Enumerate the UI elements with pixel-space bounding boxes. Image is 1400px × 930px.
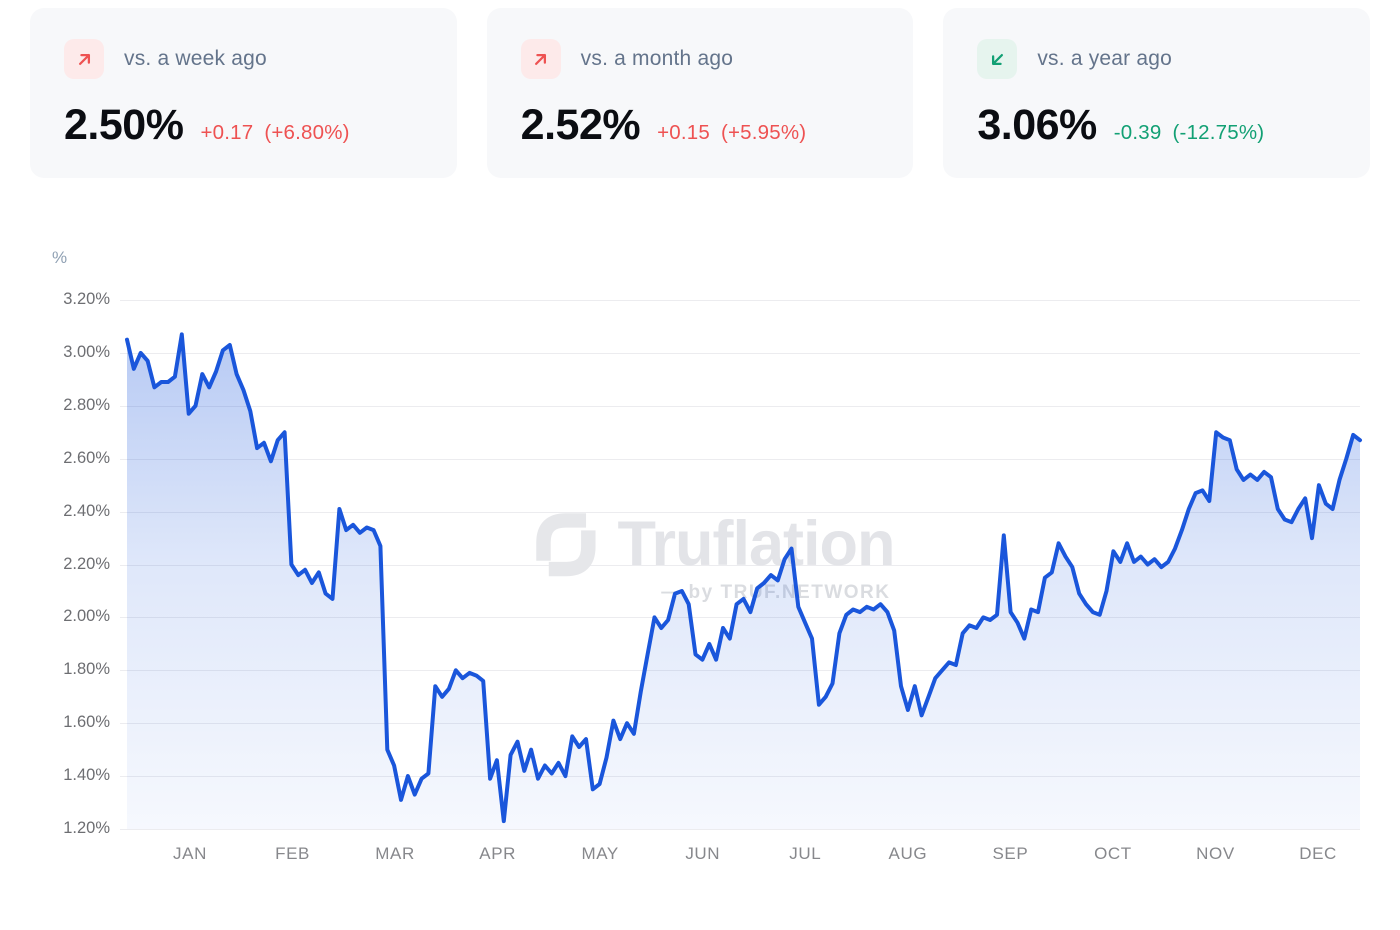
stat-card-delta: -0.39 [1113, 121, 1162, 144]
stat-card-value: 2.50% [64, 101, 184, 149]
x-axis-month-label: DEC [1299, 844, 1337, 863]
stat-card-value: 3.06% [977, 101, 1097, 149]
x-axis-month-label: JUN [685, 844, 721, 863]
truflation-logo-icon [528, 506, 604, 582]
y-axis-tick-label: 1.60% [63, 713, 110, 732]
y-axis-tick-label: 2.40% [63, 501, 110, 520]
stat-card-label: vs. a week ago [124, 47, 267, 70]
stat-card-delta: +0.15 [657, 121, 710, 144]
y-axis-tick-label: 3.20% [63, 290, 110, 308]
y-axis-tick-label: 2.60% [63, 448, 110, 467]
truflation-watermark: Truflation — by TRUF.NETWORK [528, 506, 896, 604]
stat-card-delta-pct: (+6.80%) [264, 121, 350, 144]
x-axis-month-label: AUG [888, 844, 928, 863]
y-axis-tick-label: 2.20% [63, 554, 110, 573]
x-axis-month-label: MAR [375, 844, 415, 863]
y-axis-tick-label: 2.00% [63, 607, 110, 626]
x-axis-month-label: MAY [581, 844, 619, 863]
x-axis-month-label: JAN [173, 844, 207, 863]
y-axis-tick-label: 1.20% [63, 819, 110, 837]
x-axis-month-label: NOV [1196, 844, 1235, 863]
trend-up-right-icon [520, 39, 561, 79]
x-axis-month-label: APR [479, 844, 517, 863]
chart-plot-area[interactable] [0, 240, 1400, 930]
stat-card-year: vs. a year ago 3.06% -0.39 (-12.75%) [943, 8, 1371, 178]
stat-card-week: vs. a week ago 2.50% +0.17 (+6.80%) [30, 8, 457, 178]
stat-card-delta: +0.17 [200, 121, 254, 144]
stat-card-label: vs. a year ago [1037, 47, 1173, 70]
x-axis-month-label: SEP [992, 844, 1029, 863]
y-axis-tick-label: 2.80% [63, 395, 110, 414]
x-axis-month-label: JUL [789, 844, 822, 863]
y-axis-tick-label: 1.80% [63, 660, 110, 679]
stat-cards-row: vs. a week ago 2.50% +0.17 (+6.80%) vs. … [0, 0, 1400, 178]
stat-card-delta-pct: (+5.95%) [720, 121, 807, 144]
stat-card-label: vs. a month ago [580, 47, 734, 70]
x-axis-month-label: FEB [275, 844, 310, 863]
trend-up-right-icon [64, 39, 104, 79]
stat-card-value: 2.52% [520, 101, 641, 149]
inflation-index-chart: % Truflation — by TRUF.NETWORK 3.20%3. [0, 240, 1400, 930]
stat-card-month: vs. a month ago 2.52% +0.15 (+5.95%) [486, 8, 914, 178]
watermark-brand-text: Truflation [617, 509, 896, 579]
stat-card-delta-pct: (-12.75%) [1172, 121, 1265, 144]
y-axis-tick-label: 1.40% [63, 766, 110, 785]
y-axis-unit-label: % [52, 248, 68, 267]
trend-down-left-icon [977, 39, 1018, 79]
x-axis-month-label: OCT [1094, 844, 1132, 863]
y-axis-tick-label: 3.00% [63, 342, 110, 361]
